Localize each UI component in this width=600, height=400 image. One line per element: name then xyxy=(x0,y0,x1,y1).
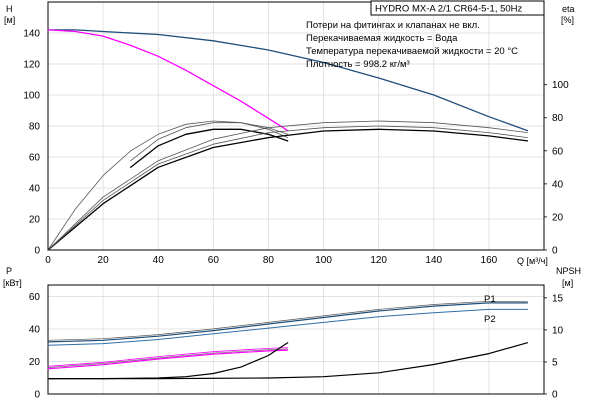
bottom-y-right-tick-label: 0 xyxy=(552,390,558,400)
top-y-left-tick-label: 60 xyxy=(29,153,41,164)
top-x-tick-label: 60 xyxy=(208,255,220,266)
series-line-P2 xyxy=(47,308,528,346)
top-y-left-tick-label: 0 xyxy=(34,246,40,257)
chart-title: HYDRO MX-A 2/1 CR64-5-1, 50Hz xyxy=(375,4,523,15)
bottom-series-group xyxy=(47,300,529,380)
series-line-npsh-long xyxy=(47,342,529,380)
top-y-right-tick-label: 40 xyxy=(552,179,564,190)
bottom-y-right-tick-label: 5 xyxy=(552,357,558,368)
title-box xyxy=(370,0,545,16)
series-line-P-reduced-thin xyxy=(47,348,288,368)
top-y-right-tick-label: 0 xyxy=(552,246,558,257)
bottom-ylabel-right-line1: NPSH xyxy=(556,266,581,276)
top-ylabel-left-line1: H xyxy=(6,4,13,14)
bottom-tick-labels: 0 20 40 60 0 5 10 15 xyxy=(29,292,564,400)
top-y-left-tick-label: 40 xyxy=(29,184,41,195)
bottom-ylabel-right-line2: [м] xyxy=(562,278,573,288)
bottom-panel: 0 20 40 60 0 5 10 15 P [кВт] NPSH [м] P1 P2 xyxy=(3,266,581,400)
bottom-plot-frame xyxy=(47,284,545,395)
top-x-tick-label: 140 xyxy=(425,255,442,266)
top-xlabel: Q [м³/ч] xyxy=(517,256,548,266)
top-x-tick-label: 80 xyxy=(263,255,275,266)
top-x-tick-label: 40 xyxy=(153,255,165,266)
series-line-eta-long-b xyxy=(47,128,529,251)
top-ylabel-right-line1: eta xyxy=(562,4,575,14)
top-y-left-tick-label: 80 xyxy=(29,122,41,133)
bottom-ylabel-left-line2: [кВт] xyxy=(3,278,22,288)
note-line-1: Потери на фитингах и клапанах не вкл. xyxy=(306,20,480,31)
bottom-y-left-tick-label: 40 xyxy=(29,324,41,335)
top-y-right-tick-label: 60 xyxy=(552,146,564,157)
series-line-P1-thin xyxy=(47,300,528,341)
series-line-eta-short-b xyxy=(130,128,289,168)
series-line-head-reduced xyxy=(47,29,289,132)
note-line-4: Плотность = 998.2 кг/м³ xyxy=(306,59,410,70)
series-line-eta-long-c xyxy=(47,125,528,251)
top-y-left-tick-label: 100 xyxy=(23,91,40,102)
bottom-y-left-tick-label: 0 xyxy=(34,390,40,400)
series-line-P-reduced-a xyxy=(47,349,289,370)
series-line-eta-long-a xyxy=(47,120,528,251)
top-y-left-tick-label: 20 xyxy=(29,215,41,226)
top-ylabel-right-line2: [%] xyxy=(561,15,574,25)
top-plot-frame xyxy=(47,1,545,251)
top-y-right-tick-label: 80 xyxy=(552,113,564,124)
top-y-right-tick-label: 100 xyxy=(552,80,569,91)
legend-label-p2: P2 xyxy=(484,314,496,325)
top-ylabel-left-line2: [м] xyxy=(4,15,15,25)
top-x-tick-label: 160 xyxy=(481,255,498,266)
note-line-3: Температура перекачиваемой жидкости = 20… xyxy=(306,46,518,57)
top-y-left-tick-label: 120 xyxy=(23,60,40,71)
top-x-tick-label: 120 xyxy=(370,255,387,266)
top-x-tick-label: 100 xyxy=(315,255,332,266)
note-line-2: Перекачиваемая жидкость = Вода xyxy=(306,33,458,44)
top-panel: 0 20 40 60 80 100 120 140 160 0 20 40 60 80 100 120 140 0… xyxy=(4,0,575,267)
series-line-npsh-short xyxy=(47,342,289,380)
bottom-ylabel-left-line1: P xyxy=(6,266,12,276)
top-x-tick-label: 20 xyxy=(98,255,110,266)
series-line-head-max xyxy=(47,29,529,132)
bottom-y-right-tick-label: 10 xyxy=(552,325,564,336)
series-line-P1 xyxy=(47,302,529,343)
series-line-P-reduced-b xyxy=(47,347,289,367)
bottom-y-left-tick-label: 60 xyxy=(29,292,41,303)
top-tick-labels: 0 20 40 60 80 100 120 140 160 0 20 40 60 80 100 120 140 0… xyxy=(23,29,569,267)
bottom-y-right-tick-label: 15 xyxy=(552,293,564,304)
series-line-eta-short-a xyxy=(47,120,289,251)
bottom-y-left-tick-label: 20 xyxy=(29,357,41,368)
top-y-left-tick-label: 140 xyxy=(23,29,40,40)
legend-label-p1: P1 xyxy=(484,294,496,305)
top-y-right-tick-label: 20 xyxy=(552,212,564,223)
top-series-group xyxy=(47,29,529,251)
top-x-tick-label: 0 xyxy=(45,255,51,266)
